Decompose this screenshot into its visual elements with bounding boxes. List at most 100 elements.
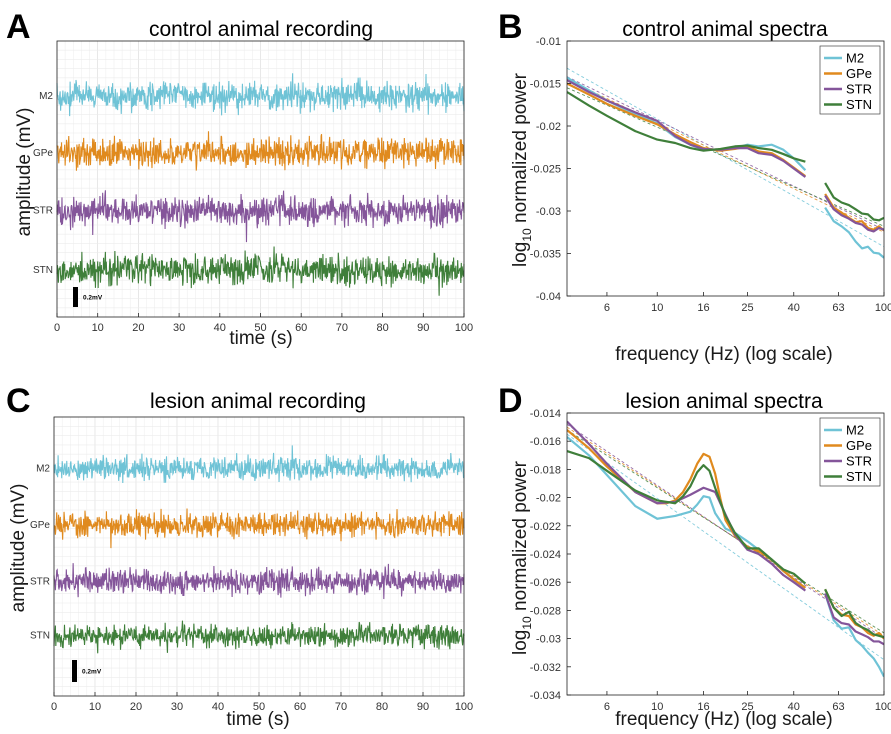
xtick-label: 63 bbox=[832, 701, 844, 713]
channel-label-str: STR bbox=[30, 576, 50, 587]
ytick-label: -0.022 bbox=[530, 521, 561, 533]
panel-b-ylabel-log: log bbox=[510, 242, 531, 267]
xtick-label: 50 bbox=[253, 701, 265, 713]
xtick-label: 6 bbox=[604, 302, 610, 314]
ytick-label: -0.018 bbox=[530, 464, 561, 476]
xtick-label: 40 bbox=[214, 322, 226, 334]
legend-label-stn: STN bbox=[846, 97, 872, 112]
ytick-label: -0.02 bbox=[536, 493, 561, 505]
plot-content bbox=[567, 420, 884, 678]
scale-bar-label: 0.2mV bbox=[82, 669, 102, 676]
series-stn bbox=[567, 450, 807, 585]
legend-label-str: STR bbox=[846, 82, 872, 97]
panel-b-title: control animal spectra bbox=[622, 18, 828, 41]
series-stn bbox=[824, 182, 884, 222]
trace-m2 bbox=[56, 73, 465, 117]
channel-label-gpe: GPe bbox=[33, 148, 53, 159]
panel-c-title: lesion animal recording bbox=[150, 390, 366, 413]
xtick-label: 70 bbox=[335, 701, 347, 713]
panel-b-ylabel: log10 normalized power bbox=[510, 72, 534, 267]
trace-stn bbox=[56, 246, 465, 296]
panel-b-ylabel-sub: 10 bbox=[520, 228, 534, 242]
xtick-label: 6 bbox=[604, 701, 610, 713]
ytick-label: -0.015 bbox=[530, 79, 561, 91]
trace-str bbox=[53, 563, 465, 600]
series-stn bbox=[824, 588, 884, 639]
trace-gpe bbox=[53, 508, 465, 549]
scale-bar-label: 0.2mV bbox=[83, 295, 103, 302]
ytick-label: -0.02 bbox=[536, 121, 561, 133]
xtick-label: 63 bbox=[832, 302, 844, 314]
xtick-label: 40 bbox=[212, 701, 224, 713]
xtick-label: 25 bbox=[741, 701, 753, 713]
ytick-label: -0.04 bbox=[536, 291, 561, 303]
series-m2 bbox=[824, 207, 884, 259]
panel-a-plot: M2 GPe STR STN 0.2mV 0 10 20 30 40 50 60 70 80 90 100 bbox=[33, 40, 473, 334]
xtick-label: 90 bbox=[417, 322, 429, 334]
series-gpe bbox=[824, 193, 884, 232]
panel-c-plot: M2 GPe STR STN 0.2mV 0 10 20 30 40 50 60 70 80 90 100 bbox=[30, 416, 473, 713]
plot-content bbox=[567, 67, 884, 259]
ytick-label: -0.024 bbox=[530, 549, 561, 561]
trace-m2 bbox=[53, 445, 465, 483]
ytick-label: -0.014 bbox=[530, 408, 561, 420]
trace-gpe bbox=[56, 131, 465, 171]
trace-stn bbox=[53, 620, 465, 654]
legend-label-m2: M2 bbox=[846, 423, 864, 438]
series-str bbox=[824, 195, 884, 233]
xtick-label: 100 bbox=[455, 322, 473, 334]
xtick-label: 50 bbox=[254, 322, 266, 334]
xtick-label: 0 bbox=[51, 701, 57, 713]
xtick-label: 10 bbox=[89, 701, 101, 713]
legend-label-stn: STN bbox=[846, 469, 872, 484]
legend-label-gpe: GPe bbox=[846, 66, 872, 81]
xtick-label: 30 bbox=[173, 322, 185, 334]
panel-c: C lesion animal recording amplitude (mV)… bbox=[6, 382, 473, 730]
xtick-label: 10 bbox=[651, 302, 663, 314]
series-m2 bbox=[824, 593, 884, 678]
fit-line-stn bbox=[567, 429, 884, 634]
series-str bbox=[824, 593, 884, 646]
xtick-label: 40 bbox=[788, 701, 800, 713]
channel-label-stn: STN bbox=[33, 265, 53, 276]
panel-d-xlabel: frequency (Hz) (log scale) bbox=[615, 709, 833, 730]
xtick-label: 25 bbox=[741, 302, 753, 314]
panel-b-ylabel-rest: normalized power bbox=[510, 72, 531, 228]
xtick-label: 70 bbox=[336, 322, 348, 334]
xtick-label: 10 bbox=[651, 701, 663, 713]
panel-d-plot: -0.034-0.032-0.03-0.028-0.026-0.024-0.02… bbox=[530, 408, 891, 713]
panel-a-ylabel: amplitude (mV) bbox=[14, 108, 35, 237]
panel-letter-a: A bbox=[6, 8, 31, 46]
xtick-label: 16 bbox=[697, 701, 709, 713]
ytick-label: -0.035 bbox=[530, 249, 561, 261]
xtick-label: 100 bbox=[455, 701, 473, 713]
xtick-label: 40 bbox=[788, 302, 800, 314]
channel-label-str: STR bbox=[33, 206, 53, 217]
panel-a: A control animal recording amplitude (mV… bbox=[6, 8, 473, 349]
panel-c-ylabel: amplitude (mV) bbox=[8, 484, 29, 613]
panel-d-ylabel-log: log bbox=[510, 630, 531, 655]
panel-d: D lesion animal spectra log10 normalized… bbox=[498, 382, 891, 730]
xtick-label: 20 bbox=[132, 322, 144, 334]
channel-label-gpe: GPe bbox=[30, 520, 50, 531]
ytick-label: -0.034 bbox=[530, 690, 561, 702]
panel-a-title: control animal recording bbox=[149, 18, 373, 41]
series-str bbox=[567, 420, 807, 592]
scale-bar bbox=[73, 287, 78, 307]
xtick-label: 16 bbox=[697, 302, 709, 314]
ytick-label: -0.03 bbox=[536, 634, 561, 646]
xtick-label: 30 bbox=[171, 701, 183, 713]
xtick-label: 60 bbox=[295, 322, 307, 334]
panel-a-xlabel: time (s) bbox=[229, 328, 292, 349]
panel-d-title: lesion animal spectra bbox=[625, 390, 823, 413]
panel-b-xlabel: frequency (Hz) (log scale) bbox=[615, 344, 833, 365]
xtick-label: 100 bbox=[875, 701, 891, 713]
panel-b-plot: -0.04 -0.035 -0.03 -0.025 -0.02 -0.015 -0.01 6 1… bbox=[530, 36, 891, 314]
ytick-label: -0.016 bbox=[530, 436, 561, 448]
panel-d-ylabel-sub: 10 bbox=[520, 616, 534, 630]
legend-label-str: STR bbox=[846, 454, 872, 469]
panel-letter-c: C bbox=[6, 382, 31, 420]
